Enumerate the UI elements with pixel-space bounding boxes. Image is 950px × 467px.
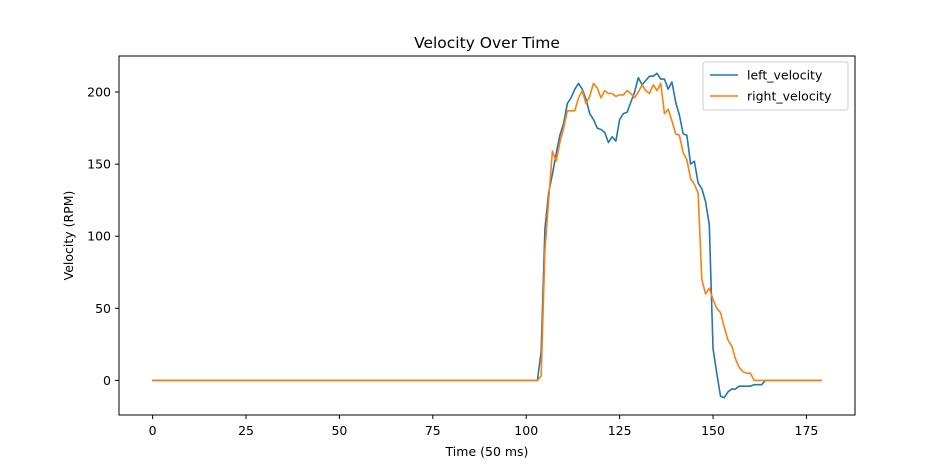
legend: left_velocity right_velocity <box>703 62 848 110</box>
x-tick-label: 25 <box>238 423 254 438</box>
x-tick-label: 175 <box>795 423 819 438</box>
y-axis-ticks: 0 50 100 150 200 <box>87 85 119 388</box>
y-tick-label: 50 <box>95 301 111 316</box>
legend-label-left-velocity: left_velocity <box>747 68 823 83</box>
x-tick-label: 0 <box>149 423 157 438</box>
x-tick-label: 50 <box>331 423 347 438</box>
y-tick-label: 150 <box>87 157 111 172</box>
y-axis-label: Velocity (RPM) <box>61 191 76 281</box>
y-tick-label: 200 <box>87 85 111 100</box>
chart-title: Velocity Over Time <box>414 34 560 52</box>
x-tick-label: 125 <box>608 423 632 438</box>
series-line-right-velocity <box>153 83 822 380</box>
legend-label-right-velocity: right_velocity <box>747 89 832 104</box>
plot-lines <box>153 73 822 397</box>
y-tick-label: 100 <box>87 229 111 244</box>
x-tick-label: 150 <box>701 423 725 438</box>
x-tick-label: 75 <box>425 423 441 438</box>
x-axis-label: Time (50 ms) <box>445 444 529 459</box>
y-tick-label: 0 <box>103 373 111 388</box>
x-tick-label: 100 <box>514 423 538 438</box>
series-line-left-velocity <box>153 73 822 397</box>
x-axis-ticks: 0 25 50 75 100 125 150 175 <box>149 415 819 438</box>
